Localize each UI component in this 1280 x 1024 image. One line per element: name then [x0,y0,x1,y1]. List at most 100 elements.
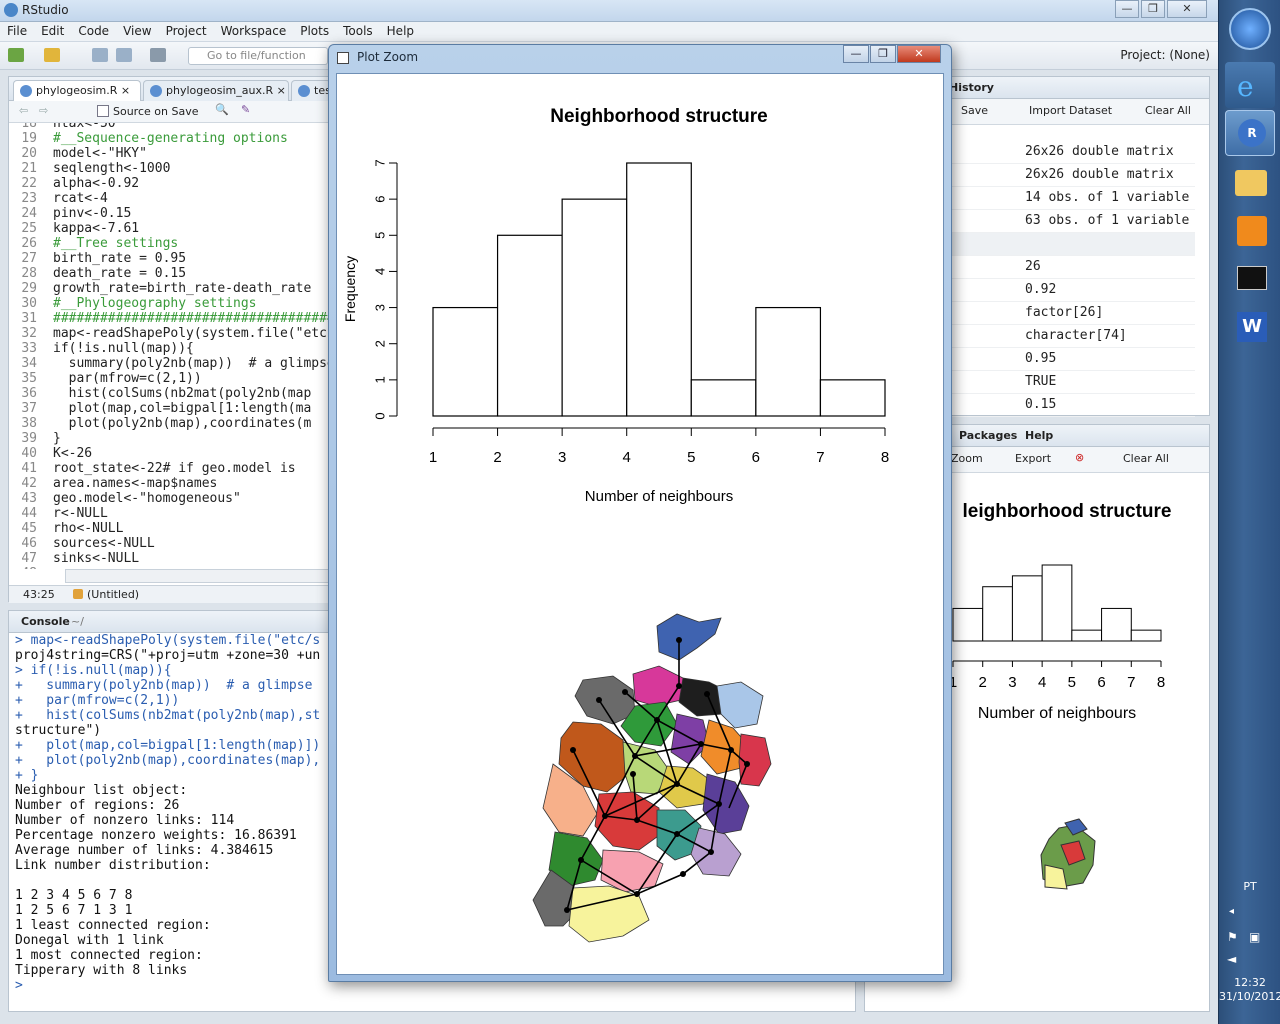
code-line[interactable]: 22 alpha<-0.92 [9,176,329,191]
zoom-button[interactable]: Zoom [951,452,983,465]
word-taskbar-button[interactable]: W [1225,304,1275,350]
tab-packages[interactable]: Packages [959,429,1018,442]
save-workspace-button[interactable]: Save [961,104,989,117]
show-hidden-icons-icon[interactable]: ◂ [1229,906,1235,917]
code-line[interactable]: 19 #__Sequence-generating options [9,131,329,146]
horizontal-scrollbar[interactable] [65,569,331,583]
explorer-taskbar-button[interactable] [1225,160,1275,206]
tab-close-icon[interactable]: × [120,84,131,97]
code-line[interactable]: 18 ntax<-50 [9,123,329,131]
environment-row[interactable]: 26x26 double matrix [865,141,1195,164]
code-line[interactable]: 31 #################################### [9,311,329,326]
ie-taskbar-button[interactable]: e [1225,62,1275,108]
rstudio-taskbar-button[interactable]: R [1225,110,1275,156]
menu-edit[interactable]: Edit [41,24,65,38]
environment-row[interactable]: 0.15 [865,394,1195,417]
code-line[interactable]: 34 summary(poly2nb(map)) # a glimpse [9,356,329,371]
forward-arrow-icon[interactable]: ⇨ [39,104,49,117]
console-output[interactable]: > map<-readShapePoly(system.file("etc/s p… [15,633,851,993]
print-icon[interactable] [150,48,166,62]
open-file-icon[interactable] [44,48,60,62]
code-line[interactable]: 45 rho<-NULL [9,521,329,536]
console-title[interactable]: Console [21,615,70,628]
back-arrow-icon[interactable]: ⇦ [19,104,29,117]
environment-row[interactable]: 0.95 [865,348,1195,371]
zoom-maximize-button[interactable]: ❐ [870,45,896,63]
menu-workspace[interactable]: Workspace [220,24,287,38]
environment-row[interactable]: TRUE [865,371,1195,394]
code-line[interactable]: 36 hist(colSums(nb2mat(poly2nb(map [9,386,329,401]
code-line[interactable]: 29 growth_rate=birth_rate-death_rate [9,281,329,296]
environment-row[interactable]: 26x26 double matrix [865,164,1195,187]
language-indicator[interactable]: PT [1243,880,1257,893]
zoom-close-button[interactable]: ✕ [897,45,941,63]
export-button[interactable]: Export [1015,452,1052,465]
code-line[interactable]: 42 area.names<-map$names [9,476,329,491]
code-line[interactable]: 44 r<-NULL [9,506,329,521]
restore-button[interactable]: ❐ [1141,0,1165,18]
code-line[interactable]: 47 sinks<-NULL [9,551,329,566]
tab-history[interactable]: History [949,81,994,94]
code-line[interactable]: 23 rcat<-4 [9,191,329,206]
menu-code[interactable]: Code [78,24,110,38]
save-all-icon[interactable] [116,48,132,62]
search-icon[interactable]: 🔍 [215,103,229,116]
code-line[interactable]: 41 root_state<-22# if geo.model is [9,461,329,476]
code-line[interactable]: 21 seqlength<-1000 [9,161,329,176]
clear-plots-button[interactable]: Clear All [1123,452,1169,465]
menu-plots[interactable]: Plots [300,24,330,38]
goto-file-input[interactable]: Go to file/function [188,47,328,65]
code-line[interactable]: 48 [9,566,329,569]
code-line[interactable]: 38 plot(poly2nb(map),coordinates(m [9,416,329,431]
environment-row[interactable]: factor[26] [865,302,1195,325]
code-line[interactable]: 33 if(!is.null(map)){ [9,341,329,356]
code-line[interactable]: 20 model<-"HKY" [9,146,329,161]
environment-row[interactable]: 26 [865,256,1195,279]
menu-tools[interactable]: Tools [343,24,373,38]
volume-icon[interactable]: ◄ [1227,952,1237,966]
new-file-icon[interactable] [8,48,24,62]
code-line[interactable]: 27 birth_rate = 0.95 [9,251,329,266]
environment-row[interactable]: 0.92 [865,279,1195,302]
tab-phylogeosim-aux[interactable]: phylogeosim_aux.R × [143,80,289,101]
menu-help[interactable]: Help [386,24,415,38]
menu-view[interactable]: View [123,24,152,38]
menu-project[interactable]: Project [165,24,207,38]
tab-phylogeosim[interactable]: phylogeosim.R × [13,80,141,101]
import-dataset-button[interactable]: Import Dataset [1029,104,1113,117]
tab-test[interactable]: test [291,80,331,101]
clear-workspace-button[interactable]: Clear All [1145,104,1191,117]
cmd-taskbar-button[interactable] [1225,256,1275,302]
menu-file[interactable]: File [7,24,28,38]
project-menu[interactable]: Project: (None) [1120,48,1210,62]
code-line[interactable]: 40 K<-26 [9,446,329,461]
code-line[interactable]: 25 kappa<-7.61 [9,221,329,236]
tab-close-icon[interactable]: × [276,84,286,97]
minimize-button[interactable]: — [1115,0,1139,18]
code-line[interactable]: 39} [9,431,329,446]
network-icon[interactable]: ▣ [1249,930,1261,944]
magic-wand-icon[interactable]: ✎ [241,103,251,116]
system-clock[interactable]: 12:32 31/10/2012 [1219,976,1280,1004]
environment-row[interactable]: 14 obs. of 1 variable [865,187,1195,210]
outlook-taskbar-button[interactable] [1225,208,1275,254]
code-line[interactable]: 24 pinv<-0.15 [9,206,329,221]
code-line[interactable]: 32 map<-readShapePoly(system.file("etc [9,326,329,341]
code-editor[interactable]: 18 ntax<-50 19 #__Sequence-generating optio… [9,123,329,569]
start-button-icon[interactable] [1229,8,1271,50]
close-button[interactable]: ✕ [1167,0,1207,18]
environment-row[interactable]: 63 obs. of 1 variable [865,210,1195,233]
code-line[interactable]: 46 sources<-NULL [9,536,329,551]
source-on-save-checkbox[interactable] [97,105,109,117]
code-line[interactable]: 35 par(mfrow=c(2,1)) [9,371,329,386]
code-line[interactable]: 26 #__Tree settings [9,236,329,251]
tab-help[interactable]: Help [1025,429,1054,442]
code-line[interactable]: 37 plot(map,col=bigpal[1:length(ma [9,401,329,416]
environment-row[interactable]: character[74] [865,325,1195,348]
zoom-minimize-button[interactable]: — [843,45,869,63]
delete-plot-icon[interactable]: ⊗ [1075,451,1085,464]
action-center-flag-icon[interactable]: ⚑ [1227,930,1238,944]
code-line[interactable]: 30 #__Phylogeography settings [9,296,329,311]
scope-label[interactable]: (Untitled) [87,588,140,601]
code-line[interactable]: 28 death_rate = 0.15 [9,266,329,281]
